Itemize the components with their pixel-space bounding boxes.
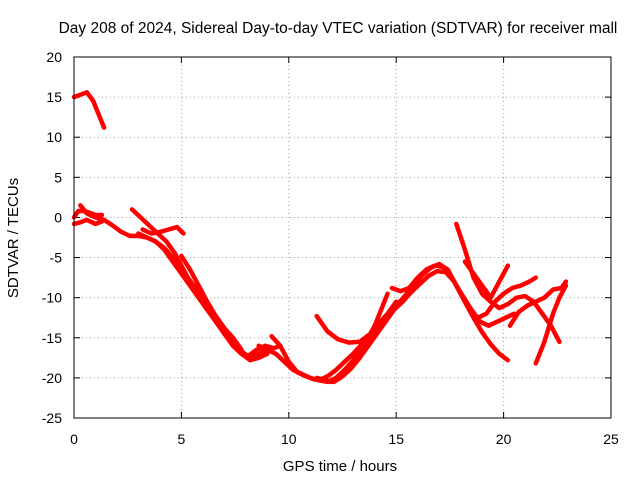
y-axis-label: SDTVAR / TECUs: [5, 178, 22, 298]
y-tick-label: -15: [42, 330, 62, 346]
series-line-arc-16: [462, 259, 511, 300]
x-tick-label: 10: [281, 431, 297, 447]
tick-labels: 0 5 10 15 20 25 -25 -20 -15 -10 -5 0 5 10 15 20: [42, 49, 619, 447]
x-tick-label: 0: [70, 431, 78, 447]
y-tick-label: -5: [50, 250, 63, 266]
series-line-arc-6: [140, 224, 186, 236]
series-line-arc-13: [314, 291, 390, 345]
y-tick-label: 10: [46, 129, 62, 145]
series-line-arc-17: [533, 283, 569, 366]
x-tick-label: 25: [603, 431, 619, 447]
y-tick-label: 15: [46, 89, 62, 105]
y-tick-label: 20: [46, 49, 62, 65]
x-axis-label: GPS time / hours: [283, 458, 397, 475]
series-line-arc-18: [507, 279, 569, 328]
series-line-arc-14: [389, 263, 539, 320]
x-tick-label: 5: [178, 431, 186, 447]
y-tick-label: 5: [54, 169, 62, 185]
series-line-arc-8: [179, 253, 244, 353]
y-tick-label: -25: [42, 410, 62, 426]
plot-frame: [73, 56, 612, 419]
series-line-arc-11: [314, 268, 517, 385]
y-tick-label: -10: [42, 290, 62, 306]
series-line-arc-15: [454, 221, 562, 345]
series-line-arc-1: [71, 90, 107, 130]
y-tick-label: 0: [54, 209, 62, 225]
data-series: [71, 90, 569, 385]
series-line-arc-3: [71, 217, 105, 227]
x-tick-label: 15: [388, 431, 404, 447]
y-tick-label: -20: [42, 370, 62, 386]
x-tick-label: 20: [496, 431, 512, 447]
series-line-arc-7: [136, 231, 270, 363]
series-line-arc-12: [316, 299, 399, 383]
chart-title: Day 208 of 2024, Sidereal Day-to-day VTE…: [59, 20, 618, 37]
